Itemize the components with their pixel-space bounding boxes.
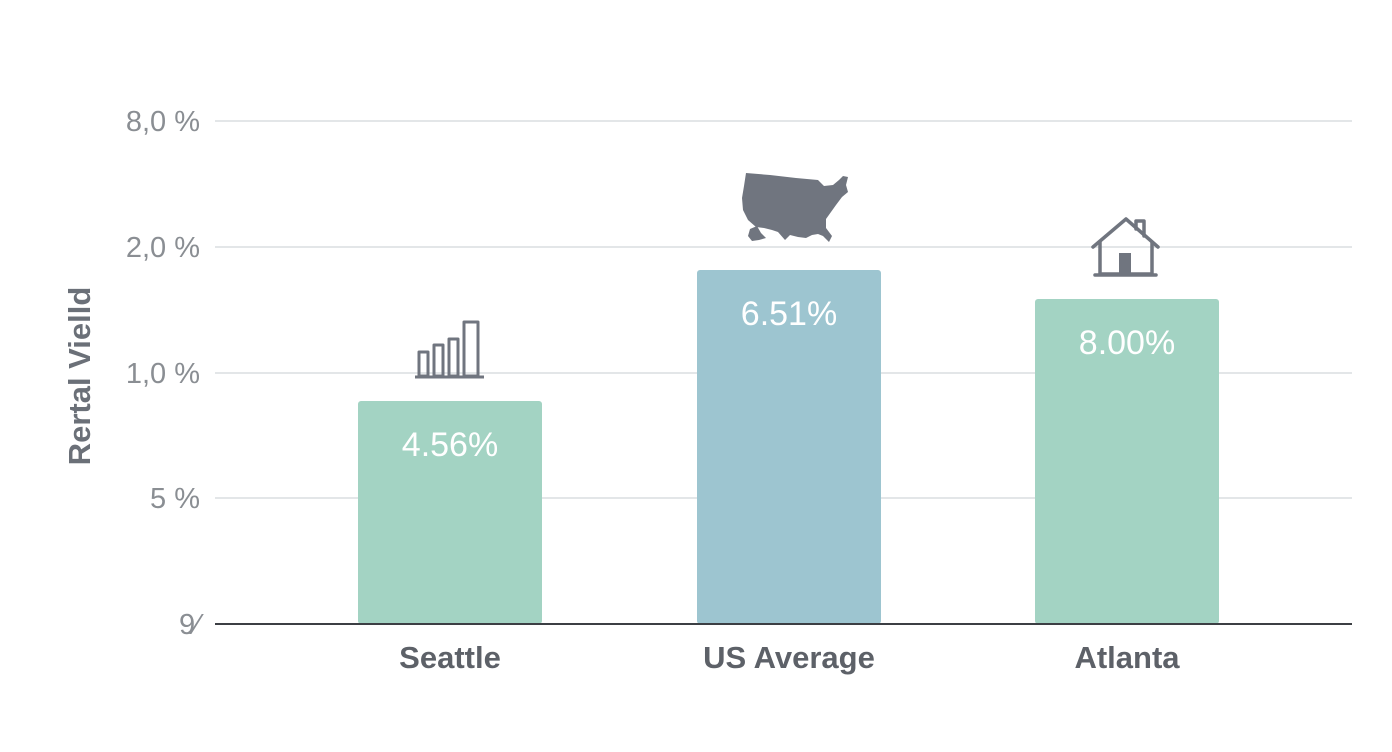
category-label: Seattle bbox=[399, 640, 501, 675]
bar-chart-icon bbox=[415, 320, 484, 379]
house-icon bbox=[1091, 217, 1160, 277]
bar-value-label: 8.00% bbox=[1079, 324, 1175, 362]
bar-value-label: 6.51% bbox=[741, 295, 837, 333]
y-tick-label: 2,0 % bbox=[126, 232, 200, 264]
bar-atlanta bbox=[1035, 299, 1219, 624]
bar-value-labels: 4.56% 6.51% 8.00% bbox=[402, 295, 1175, 464]
y-tick-label: 9⁄ bbox=[179, 609, 204, 641]
y-tick-label: 1,0 % bbox=[126, 358, 200, 390]
bar-seattle bbox=[358, 401, 542, 624]
category-label: Atlanta bbox=[1074, 640, 1180, 675]
category-label: US Average bbox=[703, 640, 875, 675]
bar-value-label: 4.56% bbox=[402, 426, 498, 464]
x-axis-category-labels: Seattle US Average Atlanta bbox=[399, 640, 1180, 675]
usa-map-icon bbox=[742, 173, 848, 242]
y-tick-label: 5 % bbox=[150, 483, 200, 515]
y-axis-tick-labels: 9⁄ 5 % 1,0 % 2,0 % 8,0 % bbox=[126, 106, 204, 641]
bar-us-average bbox=[697, 270, 881, 624]
y-axis-title: Rertal Vielld bbox=[62, 287, 97, 466]
bars bbox=[358, 270, 1219, 624]
y-tick-label: 8,0 % bbox=[126, 106, 200, 138]
